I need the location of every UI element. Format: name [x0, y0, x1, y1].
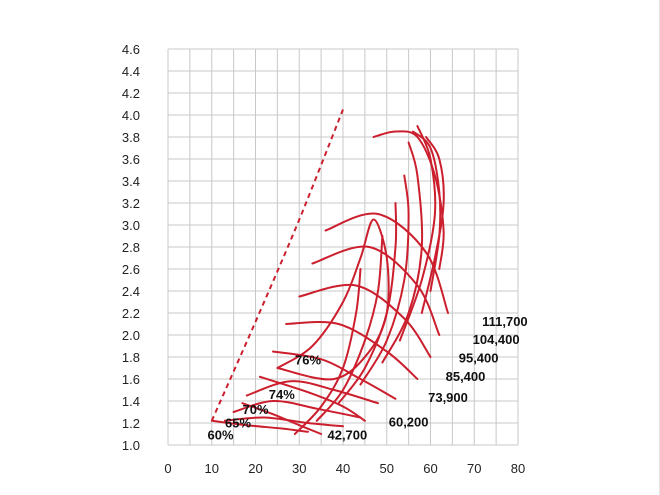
efficiency-label: 65%	[225, 415, 251, 430]
y-tick-label: 4.2	[122, 86, 140, 101]
x-tick-label: 70	[467, 461, 481, 476]
y-tick-label: 1.4	[122, 394, 140, 409]
efficiency-island	[245, 380, 379, 405]
speed-label: 104,400	[473, 332, 520, 347]
speed-label: 73,900	[428, 390, 468, 405]
choke-curve	[420, 136, 445, 314]
y-tick-label: 1.0	[122, 438, 140, 453]
x-tick-label: 20	[248, 461, 262, 476]
speed-label: 95,400	[459, 351, 499, 366]
surge-line	[210, 109, 344, 422]
x-tick-label: 40	[336, 461, 350, 476]
y-tick-label: 3.2	[122, 196, 140, 211]
speed-label: 85,400	[446, 369, 486, 384]
speed-label: 42,700	[327, 428, 367, 443]
y-tick-label: 1.2	[122, 416, 140, 431]
speed-line	[285, 320, 419, 380]
efficiency-island	[276, 218, 390, 381]
speed-line	[324, 212, 449, 314]
y-tick-label: 4.6	[122, 42, 140, 57]
efficiency-label: 74%	[269, 387, 295, 402]
y-tick-label: 1.6	[122, 372, 140, 387]
efficiency-label: 60%	[207, 428, 233, 443]
y-tick-label: 1.8	[122, 350, 140, 365]
efficiency-island	[223, 416, 344, 428]
y-tick-label: 3.4	[122, 174, 140, 189]
efficiency-label: 70%	[242, 402, 268, 417]
choke-curve	[398, 125, 437, 342]
x-tick-label: 0	[164, 461, 171, 476]
y-tick-label: 2.6	[122, 262, 140, 277]
speed-line	[311, 245, 441, 336]
speed-line	[272, 350, 397, 400]
x-tick-label: 50	[380, 461, 394, 476]
y-tick-label: 4.4	[122, 64, 140, 79]
choke-curve	[359, 174, 410, 386]
y-tick-label: 4.0	[122, 108, 140, 123]
speed-label: 60,200	[389, 414, 429, 429]
choke-curve	[372, 130, 445, 270]
x-tick-label: 60	[423, 461, 437, 476]
x-tick-label: 80	[511, 461, 525, 476]
x-tick-label: 30	[292, 461, 306, 476]
y-tick-label: 2.8	[122, 240, 140, 255]
y-tick-label: 3.0	[122, 218, 140, 233]
y-tick-label: 2.4	[122, 284, 140, 299]
y-tick-label: 3.6	[122, 152, 140, 167]
y-tick-label: 2.0	[122, 328, 140, 343]
speed-line	[298, 283, 432, 358]
speed-label: 111,700	[482, 314, 528, 329]
y-tick-label: 2.2	[122, 306, 140, 321]
choke-curve	[315, 235, 384, 422]
efficiency-label: 76%	[295, 353, 321, 368]
efficiency-island	[232, 399, 362, 419]
choke-curve	[412, 130, 442, 292]
y-tick-label: 3.8	[122, 130, 140, 145]
x-tick-label: 10	[205, 461, 219, 476]
choke-curve	[293, 268, 362, 435]
efficiency-island	[210, 419, 309, 433]
choke-curve	[381, 141, 424, 364]
